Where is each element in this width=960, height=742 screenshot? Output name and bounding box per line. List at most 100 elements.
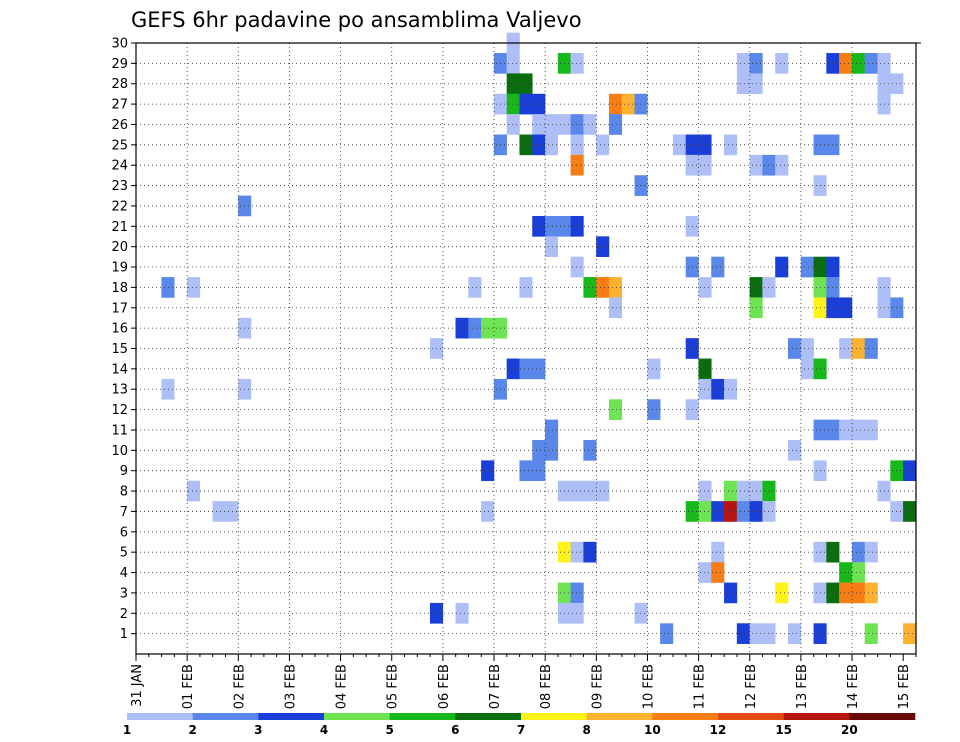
heatmap-cell [800,358,814,380]
heatmap-cell [455,317,469,339]
legend-swatch [652,713,719,720]
y-tick-label: 1 [120,627,128,642]
heatmap-cell [570,114,584,135]
heatmap-cell [506,93,520,115]
heatmap-cell [851,541,866,563]
legend-label: 15 [775,723,792,737]
heatmap-cell [736,623,750,644]
heatmap-cell [468,277,482,298]
y-tick-label: 4 [120,566,128,581]
heatmap-cell [455,602,469,624]
heatmap-cell [570,541,584,563]
heatmap-cell [864,582,878,604]
heatmap-cell [724,378,738,400]
heatmap-cell [570,480,584,502]
heatmap-cell [481,460,495,482]
heatmap-cell [903,460,917,482]
heatmap-cell [583,541,597,563]
heatmap-cell [212,501,226,522]
y-tick-label: 3 [120,586,128,601]
heatmap-cell [161,277,175,298]
heatmap-cell [864,53,878,74]
y-tick-label: 25 [111,138,128,153]
legend-swatch [127,713,193,720]
heatmap-cell [839,338,853,359]
heatmap-cell [583,440,597,461]
heatmap-cell [711,562,725,583]
heatmap-cell [698,501,712,522]
heatmap-cell [647,399,661,420]
x-tick-label: 14 FEB [846,664,861,709]
heatmap-cell [570,134,584,156]
heatmap-cell [506,53,520,74]
heatmap-cell [545,236,559,257]
heatmap-cell [532,440,546,461]
y-tick-label: 14 [111,362,128,377]
heatmap-cell [545,440,559,461]
legend-swatch [389,713,456,720]
x-tick-label: 15 FEB [897,664,912,709]
heatmap-cell [724,501,738,522]
x-tick-label: 03 FEB [283,664,298,709]
heatmap-cell [851,53,866,74]
heatmap-cell [519,460,533,482]
heatmap-cell [545,215,559,237]
legend-swatch [192,713,259,720]
legend-swatch [718,713,784,720]
x-tick-label: 10 FEB [641,664,656,709]
heatmap-cell [481,317,495,339]
y-tick-label: 18 [111,281,128,296]
heatmap-cell [660,623,674,644]
heatmap-cell [800,256,814,278]
heatmap-cell [903,623,917,644]
heatmap-cell [672,134,686,156]
heatmap-cell [800,338,814,359]
x-tick-label: 09 FEB [590,664,605,709]
heatmap-cell [724,582,738,604]
legend-swatch [258,713,325,720]
heatmap-cell [736,53,750,74]
y-tick-label: 26 [111,118,128,133]
heatmap-cell [583,480,597,502]
heatmap-cell [864,338,878,359]
legend-label: 1 [123,723,131,737]
heatmap-cell [634,93,648,115]
heatmap-cell [736,501,750,522]
heatmap-cell [698,480,712,502]
heatmap-cell [519,358,533,380]
heatmap-cell [787,440,802,461]
x-tick-label: 01 FEB [181,664,196,709]
heatmap-cell [864,623,878,644]
heatmap-cell [698,378,712,400]
heatmap-cell [839,582,853,604]
x-tick-label: 12 FEB [744,664,759,709]
y-tick-label: 11 [111,423,128,438]
heatmap-cell [481,501,495,522]
heatmap-cell [545,134,559,156]
legend-swatch [783,713,850,720]
legend-label: 4 [320,723,328,737]
heatmap-cell [711,256,725,278]
heatmap-cell [519,93,533,115]
y-tick-label: 21 [111,220,128,235]
x-tick-label: 31 JAN [130,664,145,707]
y-tick-label: 27 [111,98,128,113]
heatmap-cell [570,256,584,278]
heatmap-cell [698,134,712,156]
heatmap-cell [532,460,546,482]
y-tick-label: 22 [111,199,128,214]
heatmap-cell [532,358,546,380]
legend-label: 6 [451,723,459,737]
legend-label: 12 [710,723,727,737]
y-tick-label: 16 [111,322,128,337]
legend-label: 5 [385,723,393,737]
heatmap-cell [596,236,610,257]
heatmap-cell [608,277,623,298]
x-tick-label: 06 FEB [437,664,452,709]
heatmap-cell [570,602,584,624]
heatmap-cell [736,480,750,502]
heatmap-cell [608,93,623,115]
y-tick-label: 8 [120,485,128,500]
y-tick-label: 20 [111,240,128,255]
heatmap-cell [570,215,584,237]
